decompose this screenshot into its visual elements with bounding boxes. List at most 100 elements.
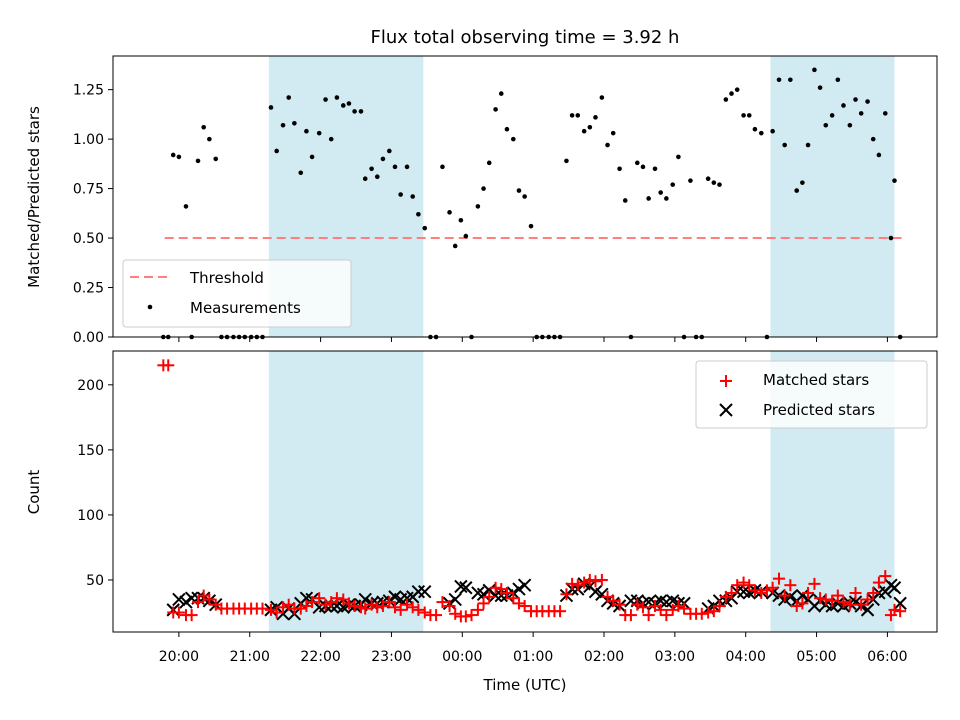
legend-matched-label: Matched stars — [763, 371, 869, 389]
matched-star-point — [760, 584, 773, 597]
top-axes-frame — [112, 55, 938, 338]
measurement-point — [481, 186, 486, 191]
predicted-star-point — [795, 588, 810, 603]
measurement-point — [334, 95, 340, 100]
measurement-point — [705, 176, 711, 181]
matched-star-point — [566, 577, 579, 590]
measurement-point — [516, 188, 522, 193]
measurement-point — [841, 103, 846, 108]
measurement-point — [640, 164, 646, 170]
x-tick-label: 05:00 — [796, 649, 836, 665]
matched-star-point — [471, 603, 484, 616]
matched-star-point — [879, 570, 892, 583]
matched-stars-points — [157, 359, 907, 623]
measurement-point — [794, 188, 800, 193]
measurement-point — [358, 109, 364, 114]
matched-star-point — [831, 589, 844, 602]
matched-star-point — [270, 606, 283, 619]
bottom-y-ticks: 50 100 150 200 — [77, 378, 113, 589]
measurement-point — [280, 122, 286, 128]
legend-predicted-label: Predicted stars — [763, 401, 875, 419]
bottom-axes-frame — [112, 350, 938, 633]
x-tick-label: 23:00 — [371, 649, 411, 665]
measurement-point — [670, 182, 676, 187]
matched-star-point — [607, 594, 620, 607]
measurement-point — [316, 130, 322, 136]
measurement-point — [610, 130, 616, 136]
measurement-point — [634, 160, 640, 166]
measurement-point — [463, 233, 469, 239]
measurement-point — [493, 107, 498, 112]
legend-threshold-label: Threshold — [189, 269, 264, 287]
measurement-point — [352, 109, 357, 114]
matched-star-point — [554, 605, 567, 618]
top-legend: Threshold Measurements — [122, 259, 352, 328]
matched-star-point — [376, 599, 389, 612]
measurement-point — [304, 128, 309, 134]
measurement-point — [752, 126, 758, 132]
matched-star-point — [725, 586, 738, 599]
matched-star-point — [365, 598, 378, 611]
matched-star-point — [418, 606, 431, 619]
matched-star-point — [595, 573, 608, 586]
measurement-point — [652, 166, 658, 172]
measurement-point — [617, 166, 622, 172]
bottom-y-tick-label: 150 — [77, 443, 104, 459]
measurement-point — [328, 136, 334, 142]
matched-star-point — [748, 584, 761, 597]
bottom-shaded-interval-0 — [268, 351, 424, 632]
matched-star-point — [808, 577, 821, 590]
matched-star-point — [802, 586, 815, 599]
measurement-point — [858, 111, 864, 116]
matched-star-point — [755, 586, 768, 599]
measurement-point — [788, 77, 793, 83]
measurement-point — [274, 148, 279, 154]
measurement-point — [286, 95, 292, 100]
matched-star-point — [348, 599, 361, 612]
measurement-point — [183, 204, 189, 209]
measurement-point — [581, 128, 587, 134]
predicted-star-point — [459, 581, 473, 595]
measurement-point — [817, 85, 823, 90]
chart-title: Flux total observing time = 3.92 h — [371, 27, 680, 48]
legend-measurements-label: Measurements — [190, 299, 301, 317]
measurement-point — [458, 217, 464, 223]
measurement-point — [758, 130, 764, 136]
matched-star-point — [401, 598, 414, 611]
matched-star-point — [313, 592, 326, 605]
matched-star-point — [483, 590, 496, 603]
matched-star-point — [560, 588, 573, 601]
matched-star-point — [277, 601, 290, 614]
bottom-y-tick-label: 100 — [77, 508, 104, 524]
matched-star-point — [507, 592, 520, 605]
matched-star-point — [264, 603, 277, 616]
bottom-y-tick-label: 50 — [86, 573, 104, 589]
measurement-point — [717, 182, 722, 187]
x-tick-label: 20:00 — [159, 649, 199, 665]
x-tick-label: 04:00 — [726, 649, 766, 665]
predicted-star-point — [893, 596, 907, 611]
matched-star-point — [766, 581, 779, 594]
legend-matched-swatch — [720, 375, 732, 387]
measurement-point — [847, 122, 853, 128]
matched-star-point — [436, 596, 449, 609]
measurement-point — [876, 152, 882, 158]
matched-star-point — [790, 599, 803, 612]
bottom-y-axis-label: Count — [25, 470, 43, 515]
matched-star-point — [185, 609, 198, 622]
measurement-point — [380, 156, 386, 162]
matched-star-point — [406, 601, 419, 614]
matched-star-point — [443, 599, 456, 612]
matched-star-point — [359, 602, 372, 615]
x-tick-label: 00:00 — [442, 649, 482, 665]
matched-star-point — [583, 573, 596, 586]
measurement-point — [213, 156, 219, 162]
matched-star-point — [518, 599, 531, 612]
x-tick-label: 21:00 — [230, 649, 270, 665]
predicted-star-point — [172, 592, 186, 607]
matched-star-point — [737, 576, 750, 589]
matched-star-point — [465, 609, 478, 622]
matched-star-point — [778, 589, 791, 602]
matched-star-point — [613, 598, 626, 611]
